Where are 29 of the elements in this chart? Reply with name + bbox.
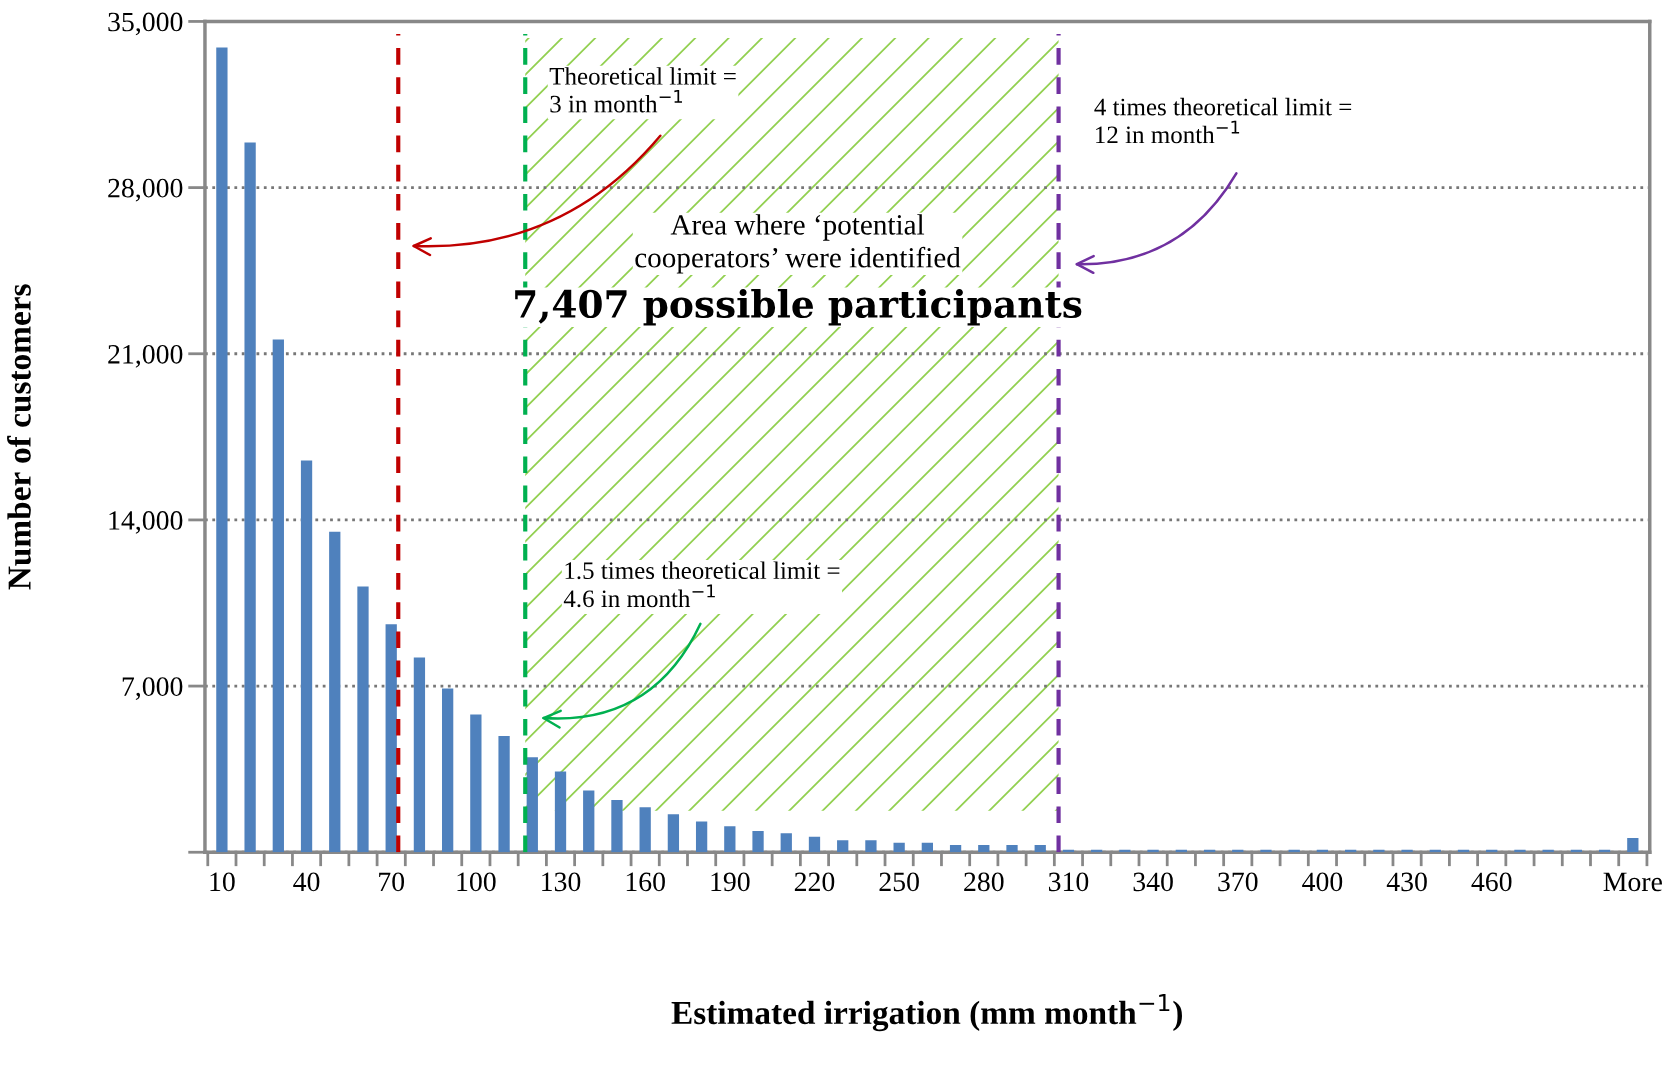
annotation: Theoretical limit = 3 in month$^{−1}$ (549, 67, 736, 113)
x-tick-label: 40 (293, 872, 320, 892)
x-tick-label: More (1603, 872, 1662, 892)
x-tick-label: 250 (879, 872, 919, 892)
x-tick-label: 160 (626, 872, 665, 892)
x-tick-label: 460 (1471, 872, 1512, 892)
x-tick-label: 100 (457, 872, 496, 892)
annotation: Area where ‘potential cooperators’ were identified (635, 214, 961, 274)
y-tick-label: 7,000 (122, 677, 183, 700)
annotation: 1.5 times theoretical limit = 4.6 in month$^{−1}$ (563, 561, 840, 608)
y-tick-label: 35,000 (108, 12, 183, 36)
x-tick-label: 430 (1386, 872, 1427, 892)
x-tick-label: 10 (210, 872, 235, 892)
x-tick-label: 190 (711, 872, 750, 892)
y-tick-label: 14,000 (109, 511, 183, 534)
y-tick-label: 28,000 (108, 178, 183, 202)
x-tick-label: 310 (1048, 872, 1089, 892)
x-axis-title: Estimated irrigation (mm month$^{−1}$) (671, 994, 1182, 1032)
annotation: 4 times theoretical limit = 12 in month$^{−1}$ (1094, 97, 1352, 144)
x-tick-label: 130 (542, 872, 581, 892)
x-tick-label: 70 (379, 872, 405, 892)
annotation: 7,407 possible participants (515, 289, 1082, 326)
y-tick-label: 21,000 (108, 344, 183, 368)
x-tick-label: 280 (964, 872, 1004, 892)
x-tick-label: 340 (1133, 872, 1173, 892)
x-tick-label: 370 (1218, 872, 1258, 892)
y-axis-title: Number of customers (7, 284, 31, 590)
x-tick-label: 400 (1302, 872, 1343, 892)
x-tick-label: 220 (794, 872, 835, 892)
